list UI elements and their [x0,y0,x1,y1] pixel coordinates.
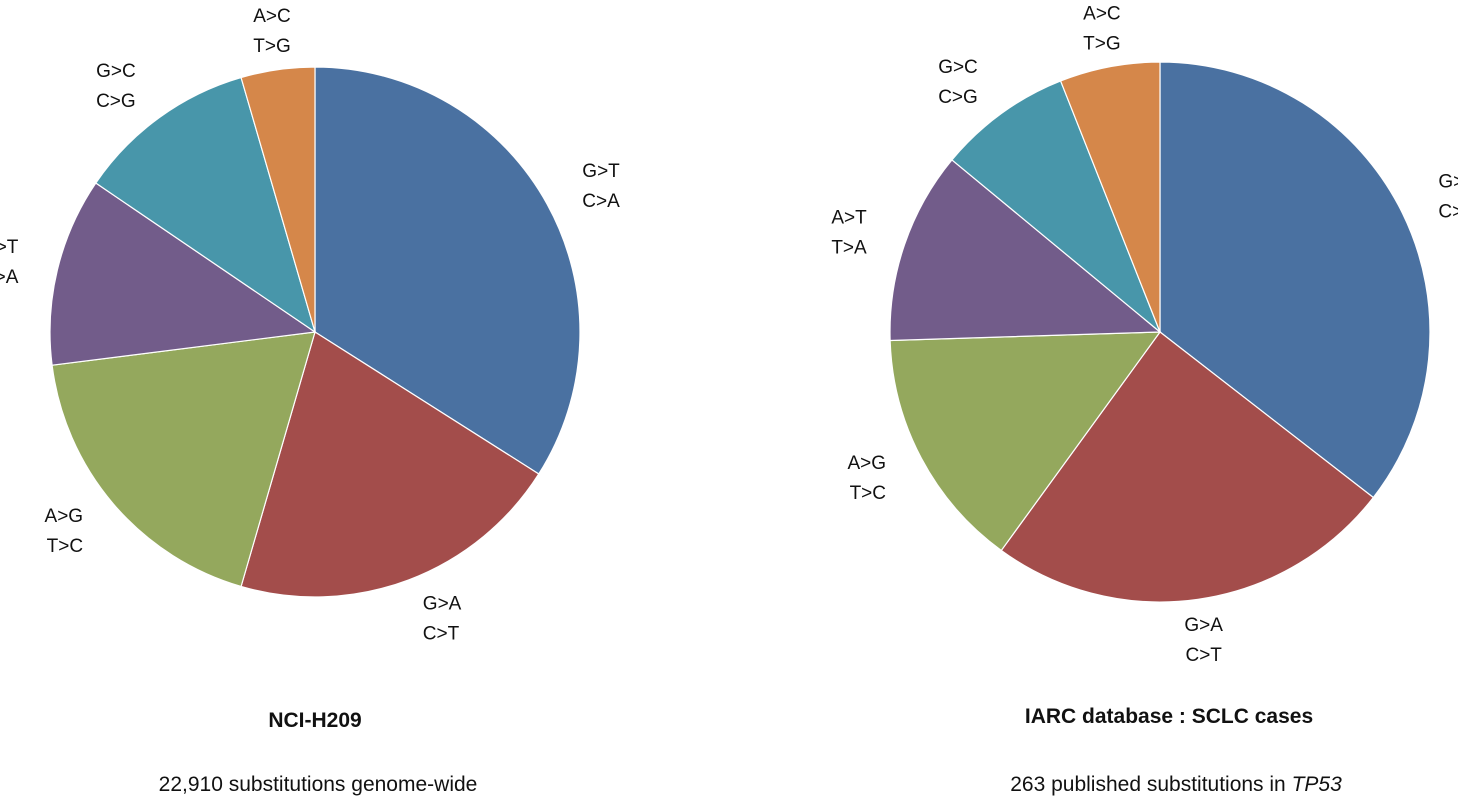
pie-slice-g-to-c [94,76,317,334]
pie-slice-g-to-t [314,66,581,475]
chart-subtitle-nci-h209: 22,910 substitutions genome-wide [159,773,478,796]
pie-slice-a-to-t [889,159,1162,342]
slice-label-g-to-c: G>C C>G [96,61,136,112]
slice-label-line: T>G [253,36,290,57]
chart-subtitle-iarc-text: 263 published substitutions in [1010,773,1291,796]
chart-title-nci-h209: NCI-H209 [268,709,361,732]
slice-label-line: G>A [423,593,462,614]
slice-label-line: G>T [1438,172,1458,193]
chart-subtitle-iarc-gene: TP53 [1292,773,1343,796]
pie-slice-a-to-g [51,331,316,588]
pie-slice-a-to-c [1059,61,1161,333]
slice-label-a-to-t: A>T T>A [0,237,19,288]
pie-slice-g-to-a [240,331,540,598]
chart-title-iarc-sclc: IARC database : SCLC cases [1025,705,1313,728]
slice-label-line: T>C [850,483,886,504]
slice-label-line: G>C [96,61,136,82]
slice-label-a-to-c: A>C T>G [1083,4,1121,55]
pie-chart-iarc-sclc: G>T C>A G>A C>T A>G T>C A>T T>A G>C C>G A>C T>G [831,4,1458,666]
slice-label-a-to-c: A>C T>G [253,6,291,57]
pie-chart-nci-h209: G>T C>A G>A C>T A>G T>C A>T T>A G>C C>G A>C T>G [0,6,620,644]
pie-slice-a-to-t [49,182,317,366]
chart-subtitle-iarc-sclc: 263 published substitutions in TP53 [1010,773,1342,796]
slice-label-line: A>G [45,506,84,527]
slice-label-a-to-g: A>G T>C [45,506,84,557]
slice-label-g-to-c: G>C C>G [938,57,978,108]
slice-label-line: A>T [0,237,19,258]
slice-label-line: T>A [0,267,19,288]
slice-label-line: C>T [423,623,460,644]
slice-label-g-to-a: G>A C>T [423,593,462,644]
slice-label-line: G>T [582,161,620,182]
slice-label-a-to-t: A>T T>A [831,208,867,259]
slice-label-line: A>C [1083,4,1121,25]
slice-label-line: C>G [96,91,136,112]
slice-label-g-to-t: G>T C>A [1438,172,1458,223]
slice-label-line: G>A [1184,615,1223,636]
pie-slice-g-to-t [1159,61,1431,499]
slice-label-line: T>C [47,536,83,557]
pie-slice-g-to-a [1000,331,1375,603]
slice-label-line: T>A [831,238,867,259]
pie-slice-g-to-c [951,80,1161,333]
slice-label-g-to-t: G>T C>A [582,161,620,212]
pie-slice-a-to-c [240,66,316,333]
slice-label-line: A>T [831,208,867,229]
slice-label-g-to-a: G>A C>T [1184,615,1223,666]
pie-slice-a-to-g [889,331,1162,552]
slice-label-line: C>A [582,191,620,212]
slice-label-line: C>G [938,87,978,108]
slice-label-line: T>G [1083,34,1120,55]
slice-label-line: C>A [1438,202,1458,223]
slice-label-line: A>C [253,6,291,27]
slice-label-a-to-g: A>G T>C [847,453,886,504]
slice-label-line: C>T [1185,645,1222,666]
slice-label-line: A>G [847,453,886,474]
slice-label-line: G>C [938,57,978,78]
